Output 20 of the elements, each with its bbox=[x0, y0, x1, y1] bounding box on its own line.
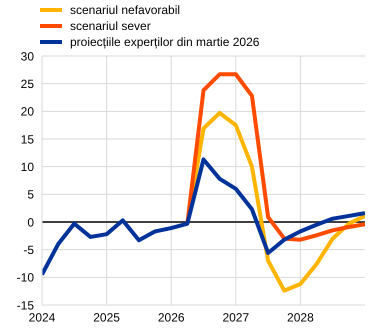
y-tick-label: 15 bbox=[20, 132, 34, 146]
x-tick-label: 2028 bbox=[287, 310, 314, 325]
legend-label: scenariul sever bbox=[70, 19, 151, 33]
y-tick-label: 10 bbox=[20, 160, 34, 174]
line-series bbox=[185, 72, 365, 242]
y-tick-label: 5 bbox=[27, 188, 34, 202]
legend-label: proiecțiile experților din martie 2026 bbox=[70, 35, 260, 49]
y-tick-label: 30 bbox=[20, 49, 34, 64]
y-tick-label: 25 bbox=[20, 76, 34, 91]
y-tick-label: 20 bbox=[20, 104, 34, 119]
x-tick-label: 2026 bbox=[158, 310, 185, 325]
y-tick-label: -5 bbox=[23, 242, 34, 257]
line-series bbox=[42, 157, 365, 277]
legend-label: scenariul nefavorabil bbox=[70, 3, 180, 17]
y-tick-label: -15 bbox=[16, 298, 34, 312]
y-tick-label: -10 bbox=[16, 270, 34, 285]
x-tick-label: 2024 bbox=[28, 310, 56, 325]
x-tick-label: 2025 bbox=[93, 310, 120, 325]
y-tick-label: 0 bbox=[27, 215, 34, 230]
x-tick-label: 2027 bbox=[222, 310, 250, 325]
